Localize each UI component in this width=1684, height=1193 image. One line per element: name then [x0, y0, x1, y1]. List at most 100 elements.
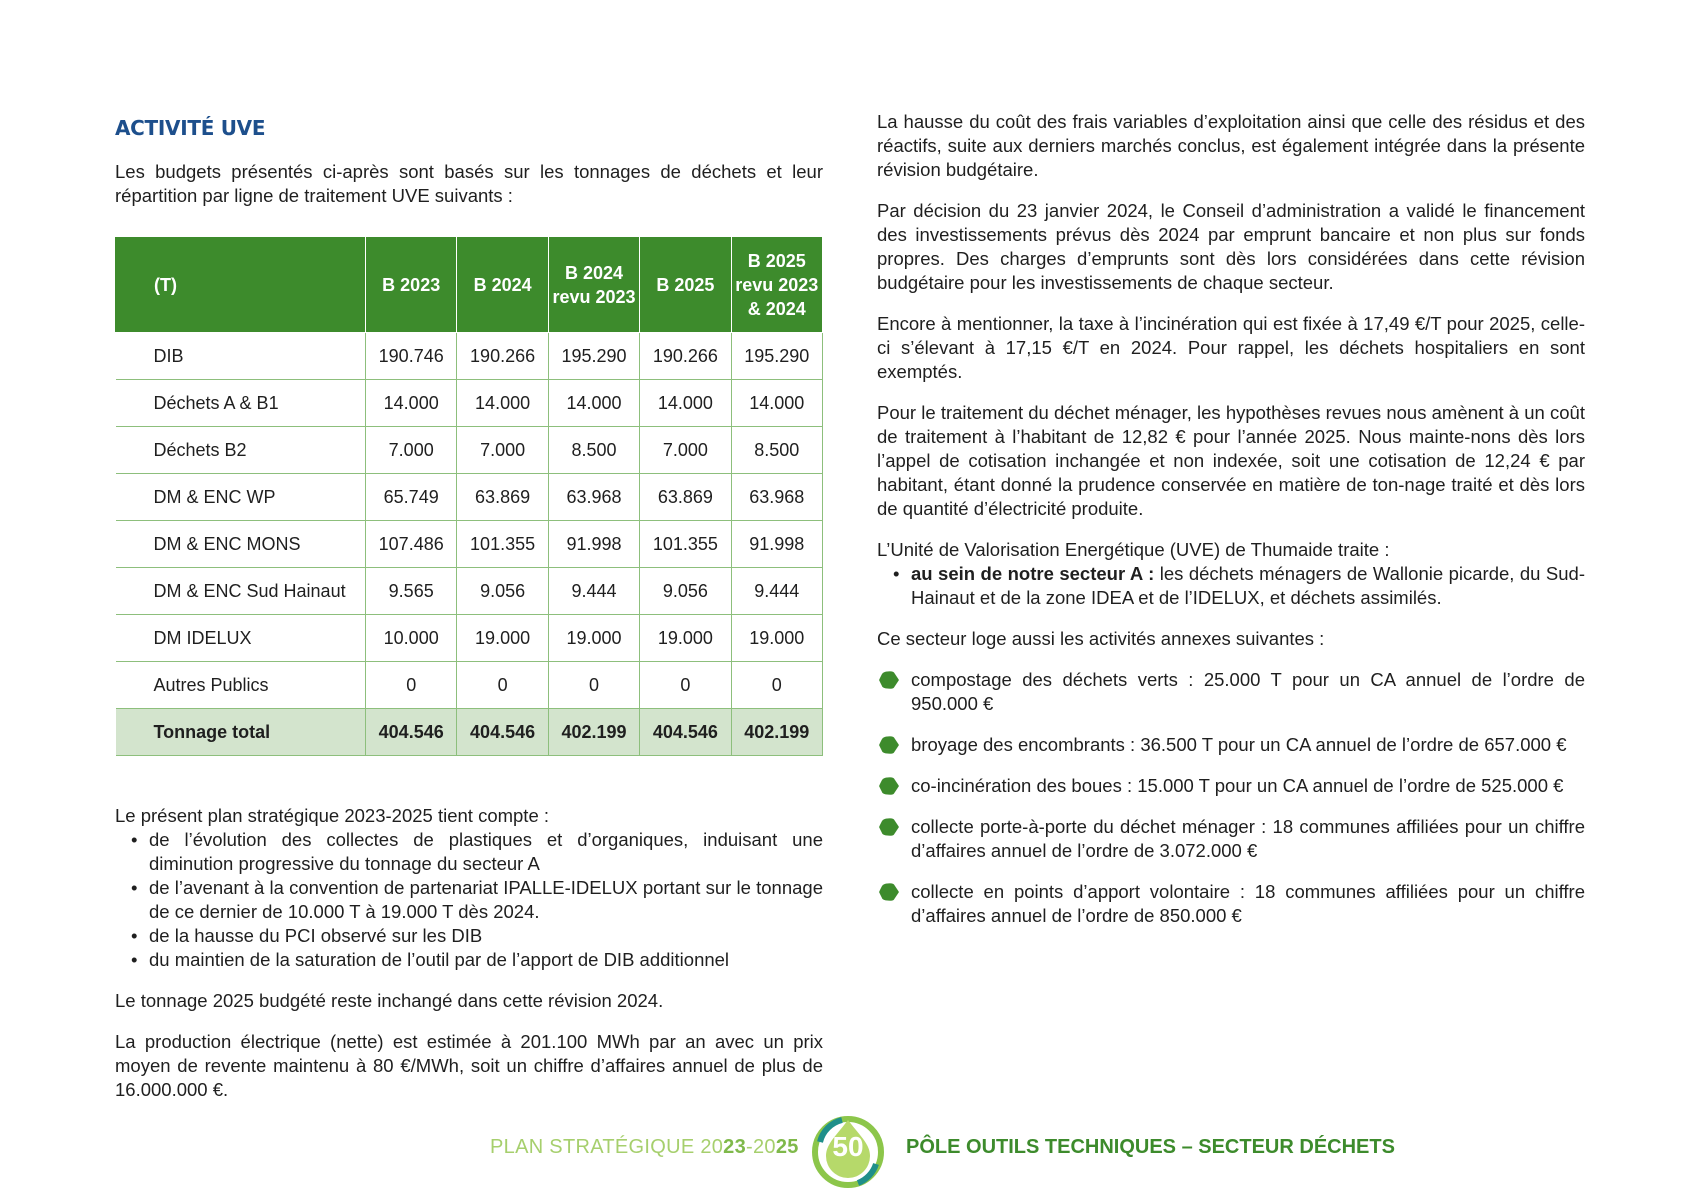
page-number-badge: 50	[810, 1112, 886, 1188]
footer-section-title: PÔLE OUTILS TECHNIQUES – SECTEUR DÉCHETS	[906, 1136, 1395, 1158]
total-label: Tonnage total	[115, 708, 366, 756]
list-item: au sein de notre secteur A : les déchets…	[877, 562, 1585, 610]
leaf-bullet-icon	[879, 671, 899, 689]
total-cell: 404.546	[639, 708, 732, 756]
table-cell: 63.968	[730, 473, 824, 521]
row-label: DM IDELUX	[115, 614, 366, 662]
table-header-row: (T) B 2023 B 2024 B 2024 revu 2023 B 202…	[115, 236, 824, 333]
table-cell: 195.290	[730, 332, 824, 380]
table-header-unit: (T)	[115, 236, 366, 333]
table-cell: 10.000	[364, 614, 458, 662]
total-cell: 404.546	[364, 708, 458, 756]
annex-text: collecte en points d’apport volontaire :…	[911, 881, 1585, 926]
section-heading: ACTIVITÉ UVE	[115, 116, 266, 140]
footer-year-2: 25	[775, 1136, 799, 1158]
list-item: collecte en points d’apport volontaire :…	[877, 880, 1585, 928]
household-paragraph: Pour le traitement du déchet ménager, le…	[877, 402, 1585, 519]
drop-icon	[812, 1116, 884, 1188]
tonnage-paragraph: Le tonnage 2025 budgété reste inchangé d…	[115, 990, 664, 1011]
uve-paragraph: L’Unité de Valorisation Energétique (UVE…	[877, 539, 1390, 560]
list-item: du maintien de la saturation de l’outil …	[115, 948, 823, 972]
table-row: DM IDELUX 10.000 19.000 19.000 19.000 19.000	[115, 614, 824, 662]
table-cell: 0	[547, 661, 641, 709]
left-column: ACTIVITÉ UVE Les budgets présentés ci-ap…	[115, 110, 824, 1102]
footer-plan-title: PLAN STRATÉGIQUE 2023-2025	[490, 1136, 799, 1159]
page-number: 50	[832, 1131, 864, 1162]
table-cell: 7.000	[456, 426, 549, 474]
intro-paragraph: Les budgets présentés ci-après sont basé…	[115, 161, 823, 206]
table-cell: 9.056	[456, 567, 549, 615]
table-header-b2024: B 2024	[456, 236, 549, 333]
table-header-b2023: B 2023	[364, 236, 458, 333]
table-row: Déchets A & B1 14.000 14.000 14.000 14.000 14…	[115, 379, 824, 427]
table-cell: 9.444	[730, 567, 824, 615]
list-item: de l’avenant à la convention de partenar…	[115, 876, 823, 924]
table-cell: 91.998	[547, 520, 641, 568]
costs-paragraph: La hausse du coût des frais variables d’…	[877, 111, 1585, 180]
leaf-bullet-icon	[879, 818, 899, 836]
table-cell: 9.444	[547, 567, 641, 615]
annex-text: collecte porte-à-porte du déchet ménager…	[911, 816, 1585, 861]
table-cell: 19.000	[456, 614, 549, 662]
plan-intro: Le présent plan stratégique 2023-2025 ti…	[115, 805, 550, 826]
annex-intro: Ce secteur loge aussi les activités anne…	[877, 628, 1325, 649]
row-label: DM & ENC Sud Hainaut	[115, 567, 366, 615]
table-row: DM & ENC MONS 107.486 101.355 91.998 101.355…	[115, 520, 824, 568]
list-item: de l’évolution des collectes de plastiqu…	[115, 828, 823, 876]
table-cell: 65.749	[364, 473, 458, 521]
table-row: Déchets B2 7.000 7.000 8.500 7.000 8.500	[115, 426, 824, 474]
table-cell: 0	[364, 661, 458, 709]
table-cell: 91.998	[730, 520, 824, 568]
footer-mid: -20	[746, 1136, 776, 1158]
table-cell: 14.000	[547, 379, 641, 427]
table-cell: 0	[456, 661, 549, 709]
table-cell: 8.500	[730, 426, 824, 474]
table-cell: 101.355	[639, 520, 732, 568]
table-row: DM & ENC Sud Hainaut 9.565 9.056 9.444 9.056…	[115, 567, 824, 615]
row-label: Déchets A & B1	[115, 379, 366, 427]
page-footer: PLAN STRATÉGIQUE 2023-2025 50 PÔLE OUTIL…	[0, 1112, 1684, 1192]
tax-paragraph: Encore à mentionner, la taxe à l’incinér…	[877, 313, 1585, 382]
table-cell: 14.000	[456, 379, 549, 427]
plan-list: de l’évolution des collectes de plastiqu…	[115, 828, 823, 972]
table-cell: 63.869	[456, 473, 549, 521]
table-cell: 0	[730, 661, 824, 709]
table-header-b2025-revu: B 2025 revu 2023 & 2024	[730, 236, 824, 333]
table-cell: 101.355	[456, 520, 549, 568]
table-cell: 19.000	[547, 614, 641, 662]
list-item: compostage des déchets verts : 25.000 T …	[877, 668, 1585, 716]
leaf-bullet-icon	[879, 777, 899, 795]
table-cell: 195.290	[547, 332, 641, 380]
right-column: La hausse du coût des frais variables d’…	[877, 110, 1585, 945]
row-label: Déchets B2	[115, 426, 366, 474]
table-cell: 107.486	[364, 520, 458, 568]
sector-bold: au sein de notre secteur A :	[911, 563, 1155, 584]
sector-list: au sein de notre secteur A : les déchets…	[877, 562, 1585, 610]
leaf-bullet-icon	[879, 736, 899, 754]
table-cell: 0	[639, 661, 732, 709]
table-cell: 190.266	[456, 332, 549, 380]
leaf-bullet-icon	[879, 883, 899, 901]
row-label: DM & ENC MONS	[115, 520, 366, 568]
annex-text: broyage des encombrants : 36.500 T pour …	[911, 734, 1567, 755]
row-label: DM & ENC WP	[115, 473, 366, 521]
list-item: co-incinération des boues : 15.000 T pou…	[877, 774, 1585, 798]
table-cell: 8.500	[547, 426, 641, 474]
total-cell: 404.546	[456, 708, 549, 756]
table-row: Autres Publics 0 0 0 0 0	[115, 661, 824, 709]
table-cell: 63.968	[547, 473, 641, 521]
annex-list: compostage des déchets verts : 25.000 T …	[877, 668, 1585, 928]
table-cell: 7.000	[639, 426, 732, 474]
table-row: DM & ENC WP 65.749 63.869 63.968 63.869 63.96…	[115, 473, 824, 521]
row-label: DIB	[115, 332, 366, 380]
table-header-b2025: B 2025	[639, 236, 732, 333]
table-cell: 14.000	[639, 379, 732, 427]
list-item: broyage des encombrants : 36.500 T pour …	[877, 733, 1585, 757]
table-cell: 7.000	[364, 426, 458, 474]
production-paragraph: La production électrique (nette) est est…	[115, 1031, 823, 1100]
sector-text: les déchets ménagers de Wallonie picarde…	[911, 563, 1586, 608]
footer-year-1: 23	[723, 1136, 747, 1158]
table-total-row: Tonnage total 404.546 404.546 402.199 404.54…	[115, 708, 824, 756]
table-header-b2024-revu: B 2024 revu 2023	[547, 236, 641, 333]
list-item: de la hausse du PCI observé sur les DIB	[115, 924, 823, 948]
